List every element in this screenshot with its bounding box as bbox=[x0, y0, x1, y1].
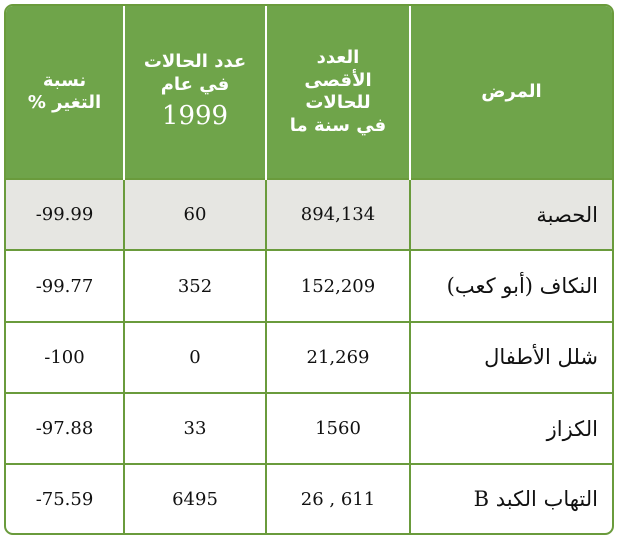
disease-table-frame: نسبة التغير % عدد الحالات في عام 1999 ال… bbox=[4, 4, 614, 535]
header-max-line2: الأقصى bbox=[304, 69, 372, 91]
max-cases-cell: 26 , 611 bbox=[266, 463, 411, 533]
table-row: -75.59 6495 26 , 611 التهاب الكبد B bbox=[6, 463, 612, 533]
header-disease: المرض bbox=[410, 6, 612, 179]
header-change-percent: نسبة التغير % bbox=[6, 6, 125, 179]
disease-cell: الكزاز bbox=[410, 392, 612, 465]
disease-cell: النكاف (أبو كعب) bbox=[410, 249, 612, 322]
table-row: -99.77 352 152,209 النكاف (أبو كعب) bbox=[6, 249, 612, 322]
disease-cell: التهاب الكبد B bbox=[410, 463, 612, 533]
disease-cell: الحصبة bbox=[410, 177, 612, 251]
disease-cases-table: نسبة التغير % عدد الحالات في عام 1999 ال… bbox=[6, 6, 612, 533]
change-cell: -97.88 bbox=[6, 392, 125, 465]
change-cell: -99.77 bbox=[6, 249, 125, 322]
cases-1999-cell: 6495 bbox=[124, 463, 267, 533]
max-cases-cell: 1560 bbox=[266, 392, 411, 465]
table-row: -100 0 21,269 شلل الأطفال bbox=[6, 320, 612, 394]
header-max-line1: العدد bbox=[316, 47, 360, 68]
change-cell: -75.59 bbox=[6, 463, 125, 533]
cases-1999-cell: 33 bbox=[124, 392, 267, 465]
header-change-line1: نسبة bbox=[42, 69, 87, 91]
header-max-line4: في سنة ما bbox=[289, 114, 387, 136]
change-cell: -99.99 bbox=[6, 177, 125, 251]
cases-1999-cell: 0 bbox=[124, 320, 267, 394]
header-change-line2: التغير % bbox=[27, 92, 102, 113]
header-cases-1999: عدد الحالات في عام 1999 bbox=[124, 6, 267, 179]
change-cell: -100 bbox=[6, 320, 125, 394]
header-max-line3: للحالات bbox=[305, 92, 371, 113]
max-cases-cell: 21,269 bbox=[266, 320, 411, 394]
header-cases-line2: في عام bbox=[160, 73, 230, 95]
header-cases-year: 1999 bbox=[161, 101, 229, 132]
table-row: -97.88 33 1560 الكزاز bbox=[6, 392, 612, 465]
max-cases-cell: 894,134 bbox=[266, 177, 411, 251]
table-row: -99.99 60 894,134 الحصبة bbox=[6, 177, 612, 251]
max-cases-cell: 152,209 bbox=[266, 249, 411, 322]
cases-1999-cell: 352 bbox=[124, 249, 267, 322]
disease-cell: شلل الأطفال bbox=[410, 320, 612, 394]
header-cases-line1: عدد الحالات bbox=[143, 51, 247, 73]
cases-1999-cell: 60 bbox=[124, 177, 267, 251]
header-max-cases: العدد الأقصى للحالات في سنة ما bbox=[266, 6, 411, 179]
table-header-row: نسبة التغير % عدد الحالات في عام 1999 ال… bbox=[6, 6, 612, 179]
header-disease-label: المرض bbox=[481, 80, 542, 102]
